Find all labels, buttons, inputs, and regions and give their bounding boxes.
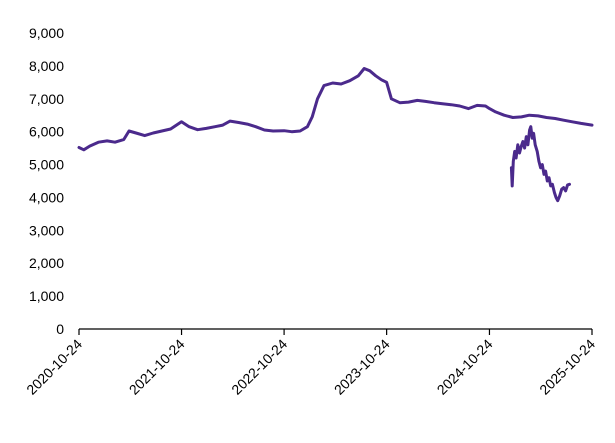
x-tick-label: 2023-10-24 [331,336,393,398]
y-tick-label: 8,000 [29,58,64,74]
y-tick-label: 2,000 [29,255,64,271]
y-tick-label: 7,000 [29,91,64,107]
series-line-2 [509,125,571,203]
series-line-1 [77,67,594,152]
x-tick-label: 2025-10-24 [536,336,598,398]
x-tick-labels: 2020-10-24 2021-10-24 2022-10-24 2023-10-24… [23,336,598,398]
y-tick-label: 4,000 [29,189,64,205]
y-tick-label: 5,000 [29,157,64,173]
y-tick-label: 3,000 [29,222,64,238]
series-layer [77,67,594,203]
y-tick-label: 1,000 [29,288,64,304]
y-tick-label: 6,000 [29,124,64,140]
x-tick-label: 2021-10-24 [126,336,188,398]
y-tick-label: 0 [56,321,64,337]
x-tick-label: 2024-10-24 [434,336,496,398]
x-tick-label: 2022-10-24 [228,336,290,398]
y-tick-label: 9,000 [29,25,64,41]
y-tick-labels: 0 1,000 2,000 3,000 4,000 5,000 6,000 7,000 8,00… [29,25,64,337]
x-tick-label: 2020-10-24 [23,336,85,398]
axes [78,328,593,335]
